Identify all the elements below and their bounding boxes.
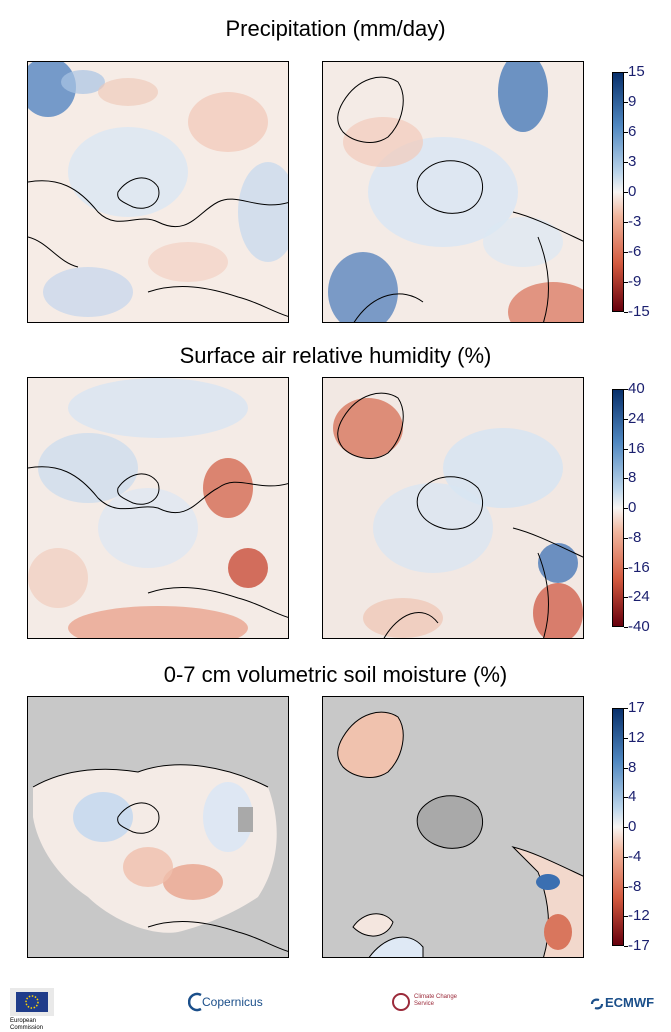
colorbar-tick-label: -8 <box>628 528 642 546</box>
colorbar-tick-label: -24 <box>628 588 650 606</box>
colorbar-tick-label: -6 <box>628 243 642 260</box>
map-precip-south-hemisphere <box>322 61 584 323</box>
colorbar-tick-label: 4 <box>628 788 637 806</box>
colorbar-tick <box>624 508 628 509</box>
colorbar-tick <box>624 448 628 450</box>
eu-logo: European Commission <box>10 988 60 1031</box>
colorbar-tick-label: -15 <box>628 303 650 320</box>
colorbar-tick <box>624 627 628 628</box>
colorbar-tick-label: 0 <box>628 818 637 835</box>
colorbar-tick-label: 6 <box>628 123 637 140</box>
colorbar-tick <box>624 132 628 133</box>
colorbar-tick <box>624 418 628 420</box>
colorbar-tick-label: -16 <box>628 558 650 576</box>
map-precip-north-hemisphere <box>27 61 289 323</box>
colorbar-tick-label: -3 <box>628 213 642 230</box>
ecmwf-logo: ECMWF <box>590 988 660 1016</box>
colorbar-tick <box>624 72 628 73</box>
colorbar-tick-label: 24 <box>628 409 645 427</box>
colorbar-tick <box>624 567 628 569</box>
colorbar-tick-label: 8 <box>628 758 637 776</box>
colorbar-tick <box>624 886 628 888</box>
colorbar-tick-label: 9 <box>628 93 637 110</box>
colorbar-tick-label: 16 <box>628 439 645 457</box>
copernicus-logo-text: Copernicus <box>202 995 263 1009</box>
map-soil-moisture-south-hemisphere <box>322 696 584 958</box>
colorbar-tick-label: -12 <box>628 907 650 925</box>
colorbar-tick-label: -8 <box>628 877 642 895</box>
colorbar-tick <box>624 222 628 223</box>
panel-title-precipitation: Precipitation (mm/day) <box>225 16 446 41</box>
colorbar-tick-label: 3 <box>628 153 637 170</box>
colorbar-tick-label: 12 <box>628 728 645 746</box>
colorbar-humidity <box>612 389 624 627</box>
colorbar-tick <box>624 737 628 739</box>
colorbar-tick <box>624 192 628 193</box>
colorbar-tick-label: 0 <box>628 499 637 516</box>
colorbar-tick <box>624 252 628 253</box>
map-humidity-north-hemisphere <box>27 377 289 639</box>
colorbar-tick <box>624 856 628 858</box>
panel-title-soil-moisture: 0-7 cm volumetric soil moisture (%) <box>163 662 508 687</box>
copernicus-logo: Copernicus <box>188 988 268 1016</box>
eu-logo-text: European Commission <box>10 1018 44 1031</box>
c3s-logo: Climate Change Service <box>392 988 462 1016</box>
colorbar-precipitation <box>612 72 624 312</box>
colorbar-tick <box>624 389 628 390</box>
c3s-logo-text: Climate Change Service <box>414 994 458 1007</box>
colorbar-tick <box>624 767 628 769</box>
colorbar-tick-label: 0 <box>628 183 637 200</box>
colorbar-tick <box>624 597 628 599</box>
colorbar-tick-label: -17 <box>628 937 650 954</box>
colorbar-tick-label: -4 <box>628 847 642 865</box>
colorbar-tick-label: -40 <box>628 618 650 635</box>
map-soil-moisture-north-hemisphere <box>27 696 289 958</box>
colorbar-tick-label: 15 <box>628 63 645 80</box>
colorbar-tick <box>624 916 628 918</box>
colorbar-tick <box>624 282 628 283</box>
colorbar-tick <box>624 478 628 480</box>
colorbar-tick <box>624 708 628 709</box>
colorbar-tick <box>624 537 628 539</box>
colorbar-tick-label: 40 <box>628 380 645 397</box>
panel-title-humidity: Surface air relative humidity (%) <box>179 343 492 368</box>
colorbar-tick <box>624 946 628 947</box>
colorbar-tick <box>624 797 628 799</box>
colorbar-tick <box>624 162 628 163</box>
map-humidity-south-hemisphere <box>322 377 584 639</box>
colorbar-tick <box>624 827 628 828</box>
colorbar-tick <box>624 312 628 313</box>
ecmwf-logo-text: ECMWF <box>605 995 655 1010</box>
colorbar-tick <box>624 102 628 103</box>
colorbar-tick-label: 8 <box>628 469 637 487</box>
colorbar-tick-label: 17 <box>628 699 645 716</box>
colorbar-soil-moisture <box>612 708 624 946</box>
colorbar-tick-label: -9 <box>628 273 642 290</box>
